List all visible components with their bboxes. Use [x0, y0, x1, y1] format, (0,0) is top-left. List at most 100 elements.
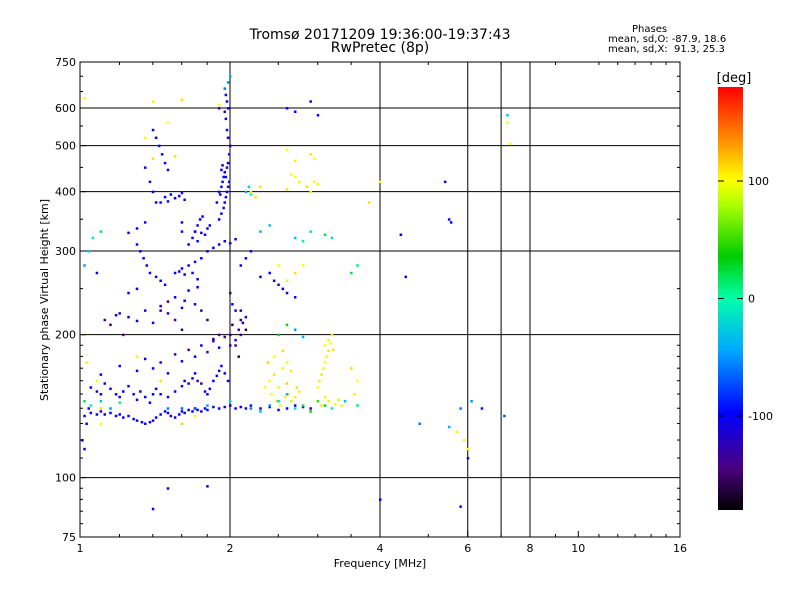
data-point [285, 279, 289, 283]
data-point [241, 321, 245, 325]
data-point [418, 422, 421, 426]
data-point [180, 407, 184, 410]
data-point [316, 400, 320, 403]
data-point [183, 273, 186, 276]
data-point [180, 267, 184, 270]
data-point [301, 404, 305, 407]
data-point [180, 306, 184, 310]
data-point [212, 246, 215, 250]
data-point [177, 270, 181, 273]
data-point [154, 201, 158, 204]
data-point [160, 153, 164, 156]
data-point [249, 250, 253, 253]
data-point [180, 410, 184, 413]
data-point [225, 190, 229, 194]
data-point [293, 110, 297, 113]
data-point [323, 233, 327, 237]
data-point [327, 400, 330, 403]
stats-x-mode: mean, sd,X: 91.3, 25.3 [608, 44, 725, 55]
data-point [229, 144, 232, 148]
data-point [281, 349, 285, 353]
data-point [224, 93, 228, 97]
data-point [148, 180, 152, 184]
data-point [87, 250, 90, 253]
data-point [320, 404, 323, 407]
data-point [356, 379, 359, 383]
data-point [206, 408, 209, 412]
data-point [118, 312, 121, 315]
data-point [99, 393, 103, 396]
data-point [350, 271, 353, 275]
data-point [183, 379, 186, 383]
y-tick-label: 75 [62, 531, 76, 544]
data-point [143, 166, 147, 169]
data-point [309, 190, 312, 194]
data-point [169, 414, 173, 418]
data-point [180, 328, 184, 332]
data-point [244, 315, 248, 319]
data-point [166, 395, 170, 399]
data-point [191, 236, 194, 240]
data-point [151, 321, 155, 325]
data-point [320, 373, 323, 376]
data-point [166, 407, 170, 410]
data-point [285, 148, 289, 152]
y-tick-label: 200 [55, 329, 76, 342]
data-point [459, 505, 462, 508]
data-point [223, 405, 227, 409]
data-point [196, 379, 199, 383]
data-point [173, 353, 177, 356]
data-point [259, 410, 262, 413]
data-point [127, 384, 130, 388]
data-point [343, 400, 347, 403]
y-tick-label: 100 [55, 472, 76, 485]
data-point [163, 161, 167, 165]
data-point [234, 338, 237, 342]
data-point [206, 318, 209, 322]
data-point [234, 344, 237, 347]
data-point [169, 193, 173, 196]
data-point [247, 185, 251, 189]
data-point [323, 404, 327, 407]
data-point [220, 168, 223, 172]
data-point [509, 142, 512, 146]
data-point [281, 287, 285, 291]
data-point [337, 398, 340, 402]
data-point [224, 117, 228, 121]
chart-subtitle: RwPretec (8p) [330, 40, 430, 56]
data-point [180, 191, 184, 195]
x-tick-label: 16 [673, 542, 687, 555]
y-tick-label: 600 [55, 102, 76, 115]
data-point [313, 180, 316, 184]
data-point [180, 98, 184, 102]
data-point [293, 271, 297, 275]
data-point [200, 231, 203, 235]
data-point [281, 367, 285, 370]
data-point [223, 335, 227, 339]
data-point [217, 218, 221, 221]
data-point [196, 408, 199, 412]
data-point [301, 335, 305, 339]
data-point [151, 128, 155, 132]
data-point [132, 417, 135, 421]
data-point [183, 299, 186, 303]
data-point [180, 422, 184, 426]
data-point [163, 283, 167, 287]
data-point [277, 408, 280, 412]
data-point [163, 195, 167, 199]
data-point [226, 185, 230, 189]
data-point [151, 190, 155, 194]
data-point [234, 309, 237, 312]
data-point [329, 342, 332, 345]
data-point [224, 195, 228, 199]
data-point [99, 400, 103, 403]
data-point [122, 333, 125, 337]
y-axis-label: Stationary phase Virtual Height [km] [38, 199, 51, 401]
data-point [217, 333, 221, 337]
data-point [330, 236, 334, 240]
data-point [85, 422, 88, 426]
data-point [229, 400, 232, 403]
data-point [95, 413, 99, 416]
data-point [229, 333, 232, 337]
data-point [143, 221, 147, 224]
